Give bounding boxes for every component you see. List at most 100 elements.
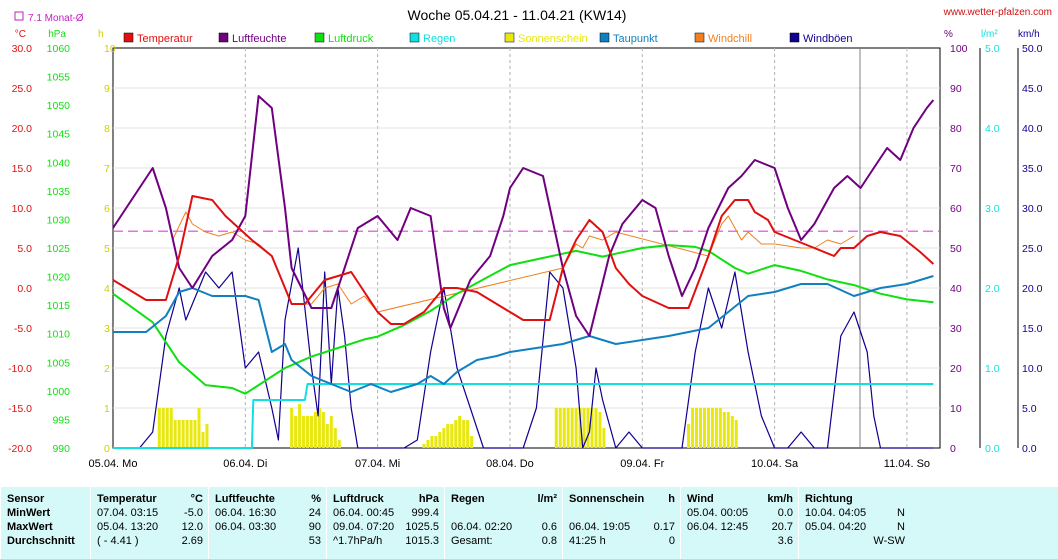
legend-swatch [315,33,324,42]
pressure-axis-tick: 1015 [47,300,71,312]
sunshine-bar [555,408,558,448]
stats-row-label: MinWert [7,506,50,520]
stats-header-name: Sonnenschein [569,492,644,506]
x-tick-label: 09.04. Fr [620,458,664,470]
sunshine-bar [310,416,313,448]
sunshine-bar [695,408,698,448]
stats-cell-value: N [897,520,905,534]
wind-axis-tick: 25.0 [1022,243,1043,255]
stats-cell-value: 0.17 [654,520,675,534]
site-link[interactable]: www.wetter-pfalzen.com [943,7,1052,18]
legend-entry: Sonnenschein [518,33,588,45]
sunshine-bar [691,408,694,448]
legend-entry: Regen [423,33,455,45]
sunshine-bar [294,416,297,448]
stats-column: Temperatur °C 07.04. 03:15 -5.0 05.04. 13:20… [90,487,209,559]
pressure-axis-tick: 1000 [47,386,71,398]
humidity-axis-tick: 80 [950,123,962,135]
sunshine-bar [334,428,337,448]
legend-swatch [410,33,419,42]
stats-cell-value: 24 [309,506,321,520]
legend-swatch [124,33,133,42]
stats-header-unit: % [311,492,321,506]
sunshine-bar [711,408,714,448]
stats-cell-value: W-SW [873,534,905,548]
sunshine-bar [699,408,702,448]
humidity-axis-tick: 60 [950,203,962,215]
sunshine-bar [306,416,309,448]
humidity-axis-tick: 40 [950,283,962,295]
stats-cell-value: 3.6 [778,534,793,548]
sunshine-bar [707,408,710,448]
sunshine-bar [162,408,165,448]
stats-cell-value: 0.8 [542,534,557,548]
stats-header-name: Luftdruck [333,492,384,506]
sunshine-bar [298,404,301,448]
sunshine-bar [170,408,173,448]
x-tick-label: 05.04. Mo [89,458,138,470]
stats-row-label: MaxWert [7,520,53,534]
stats-row: ^1.7hPa/h 1015.3 [327,534,445,548]
stats-column: Sensor MinWert MaxWert Durchschnitt [0,487,91,559]
sunshine-bar [178,420,181,448]
stats-row: 06.04. 12:45 20.7 [681,520,799,534]
sunshine-bar [430,436,433,448]
stats-header: Temperatur °C [91,492,209,506]
stats-header: Sensor [1,492,91,506]
sunshine-bar [687,424,690,448]
sunshine-bar [598,412,601,448]
stats-header: Sonnenschein h [563,492,681,506]
stats-row: 06.04. 00:45 999.4 [327,506,445,520]
stats-header: Luftdruck hPa [327,492,445,506]
plot-area [113,96,940,448]
stats-column: Sonnenschein h 06.04. 19:05 0.17 41:25 h0 [562,487,681,559]
stats-row: 06.04. 03:30 90 [209,520,327,534]
stats-cell-time: 05.04. 13:20 [97,520,158,534]
stats-row: 53 [209,534,327,548]
legend-entry: Luftdruck [328,33,374,45]
stats-cell-time: 10.04. 04:05 [805,506,866,520]
rain-axis-tick: 0.0 [985,443,1000,455]
statistics-table: Sensor MinWert MaxWert Durchschnitt Temperat… [0,487,1058,559]
stats-row: 3.6 [681,534,799,548]
temp-axis-tick: 20.0 [12,123,33,135]
stats-row: ( - 4.41 ) 2.69 [91,534,209,548]
chart-title: Woche 05.04.21 - 11.04.21 (KW14) [408,7,627,23]
stats-row: Durchschnitt [1,534,91,548]
sunshine-bar [587,408,590,448]
humidity-axis-tick: 50 [950,243,962,255]
stats-column: Wind km/h 05.04. 00:05 0.0 06.04. 12:45 20.7 3… [680,487,799,559]
sunshine-bar [602,428,605,448]
weather-chart: Woche 05.04.21 - 11.04.21 (KW14) www.wet… [0,0,1058,487]
temp-axis-tick: 0.0 [17,283,32,295]
pressure-unit: hPa [48,29,66,40]
sunshine-bar [186,420,189,448]
stats-cell-value: 20.7 [772,520,793,534]
sunshine-bar [454,420,457,448]
sunshine-bar [426,440,429,448]
stats-header-name: Temperatur [97,492,157,506]
wind-unit: km/h [1018,29,1040,40]
stats-header: Luftfeuchte% [209,492,327,506]
pressure-axis-tick: 1035 [47,186,71,198]
stats-header-unit: °C [191,492,203,506]
monthly-avg-label: 7.1 Monat-Ø [15,12,84,24]
sunshine-bar [198,408,201,448]
temp-axis-tick: 30.0 [12,43,33,55]
stats-cell-time: 06.04. 00:45 [333,506,394,520]
stats-cell-time: 06.04. 12:45 [687,520,748,534]
stats-row: 05.04. 13:20 12.0 [91,520,209,534]
stats-row: MinWert [1,506,91,520]
stats-cell-value: 0 [669,534,675,548]
wind-axis-tick: 0.0 [1022,443,1037,455]
sunshine-bar [731,416,734,448]
sunshine-bar [190,420,193,448]
stats-row: 06.04. 19:05 0.17 [563,520,681,534]
stats-header-unit: km/h [767,492,793,506]
sunshine-bar [458,416,461,448]
stats-cell-time: 06.04. 02:20 [451,520,512,534]
stats-cell-time: 07.04. 03:15 [97,506,158,520]
legend-entry: Temperatur [137,33,193,45]
temp-axis-tick: -10.0 [8,363,32,375]
sunshine-bar [567,408,570,448]
